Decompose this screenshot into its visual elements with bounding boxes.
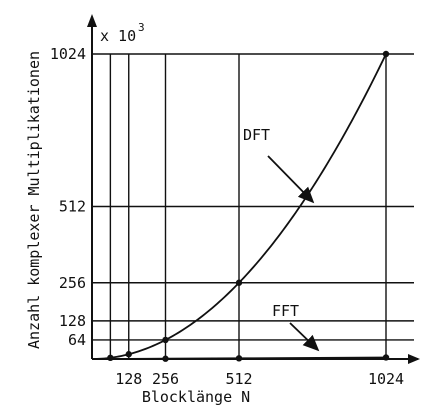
x-tick-label: 128	[115, 370, 142, 388]
data-point-fft	[162, 355, 169, 362]
x-axis-arrowhead	[408, 354, 420, 364]
y-tick-label: 64	[68, 331, 86, 349]
annotation-dft-arrow	[267, 155, 315, 204]
annotation-fft: FFT	[272, 302, 320, 352]
y-axis-arrowhead	[87, 14, 97, 27]
data-point-dft	[107, 354, 114, 362]
y-multiplier-base: x 10	[100, 27, 136, 45]
x-axis-label: Blocklänge N	[142, 388, 250, 406]
annotation-dft: DFT	[243, 126, 315, 204]
series-line-fft	[91, 356, 387, 360]
data-point-dft	[125, 351, 132, 358]
annotation-fft-arrow	[289, 322, 320, 352]
data-point-dft	[382, 50, 390, 58]
annotation-fft-label: FFT	[272, 302, 299, 320]
y-tick-label: 128	[59, 312, 86, 330]
data-point-dft	[162, 336, 169, 344]
grid	[92, 53, 414, 359]
y-axis-label: Anzahl komplexer Multiplikationen	[25, 51, 43, 349]
axes	[87, 14, 420, 364]
data-point-dft	[235, 279, 243, 286]
y-tick-label: 256	[59, 274, 86, 292]
x-tick-label: 512	[225, 370, 252, 388]
data-points	[107, 50, 390, 362]
y-tick-label: 1024	[50, 45, 86, 63]
y-multiplier-exponent: 3	[138, 21, 145, 34]
y-tick-label: 512	[59, 198, 86, 216]
data-point-fft	[382, 354, 390, 361]
data-point-fft	[235, 355, 243, 362]
annotation-dft-label: DFT	[243, 126, 270, 144]
x-tick-label: 256	[152, 370, 179, 388]
x-tick-label: 1024	[368, 370, 404, 388]
